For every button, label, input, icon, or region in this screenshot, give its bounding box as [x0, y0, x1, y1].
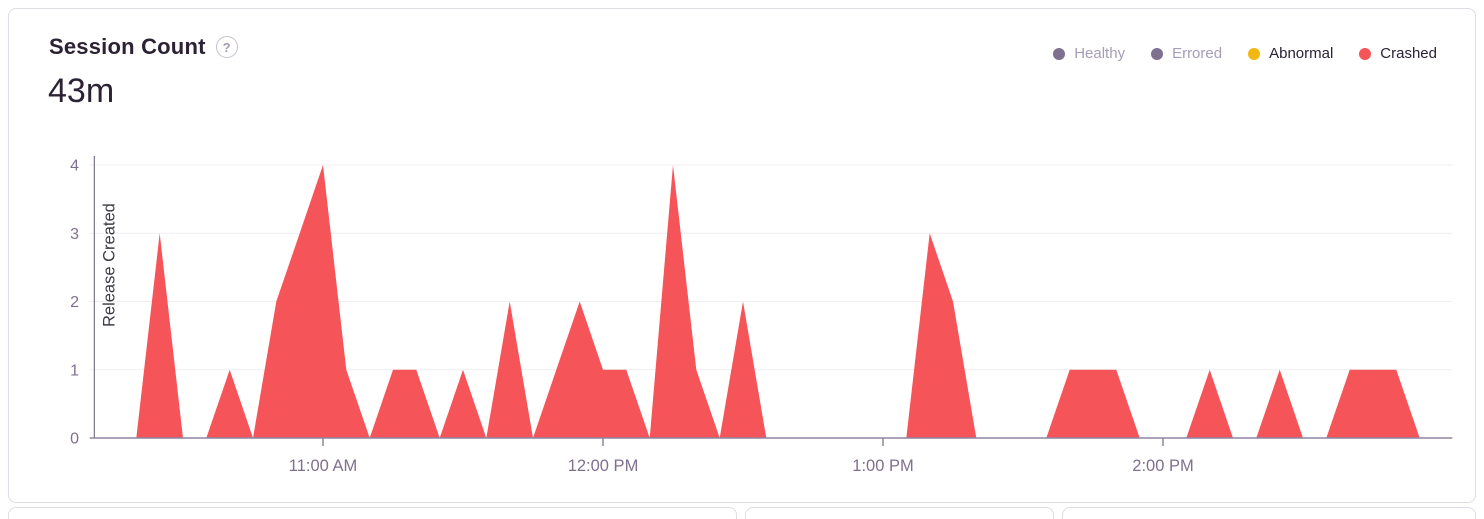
card-header: Session Count ?: [49, 34, 238, 60]
legend-item-healthy[interactable]: Healthy: [1053, 45, 1125, 62]
x-axis-tick-label: 12:00 PM: [568, 457, 639, 475]
x-axis-tick-label: 11:00 AM: [289, 457, 358, 475]
session-count-value: 43m: [48, 72, 115, 110]
release-marker-label: Release Created: [100, 203, 118, 327]
legend-dot-icon: [1359, 47, 1372, 60]
legend-dot-icon: [1151, 47, 1164, 60]
legend-item-errored[interactable]: Errored: [1151, 45, 1222, 62]
y-axis-tick-label: 2: [70, 294, 79, 311]
x-axis-tick-label: 1:00 PM: [852, 457, 913, 475]
next-row-card-top: [1062, 507, 1476, 519]
legend-dot-icon: [1053, 47, 1066, 60]
y-axis-tick-label: 4: [70, 158, 79, 175]
legend-label: Healthy: [1074, 45, 1126, 62]
legend-label: Abnormal: [1269, 45, 1334, 62]
crashed-area-series: [89, 165, 1420, 438]
session-chart-svg[interactable]: Release Created 0 1 2 3 4 11:00 AM 12:00 PM 1:00…: [9, 149, 1477, 501]
legend-label: Crashed: [1380, 45, 1437, 62]
y-axis-tick-label: 1: [70, 362, 79, 379]
legend-item-crashed[interactable]: Crashed: [1359, 45, 1437, 62]
legend: Healthy Errored Abnormal Crashed: [1053, 45, 1437, 62]
help-icon[interactable]: ?: [215, 36, 238, 58]
legend-dot-icon: [1248, 47, 1261, 60]
y-axis-tick-label: 0: [70, 431, 79, 448]
legend-label: Errored: [1172, 45, 1223, 62]
session-chart[interactable]: Release Created 0 1 2 3 4 11:00 AM 12:00 PM 1:00…: [9, 149, 1477, 501]
y-axis-tick-label: 3: [70, 226, 79, 243]
next-row-card-top: [745, 507, 1054, 519]
page-title: Session Count: [49, 34, 206, 59]
x-axis-tick-label: 2:00 PM: [1132, 457, 1193, 475]
session-count-card: Session Count ? 43m Healthy Errored Abnorm…: [8, 8, 1476, 503]
next-row-card-top: [8, 507, 737, 519]
legend-item-abnormal[interactable]: Abnormal: [1248, 45, 1333, 62]
